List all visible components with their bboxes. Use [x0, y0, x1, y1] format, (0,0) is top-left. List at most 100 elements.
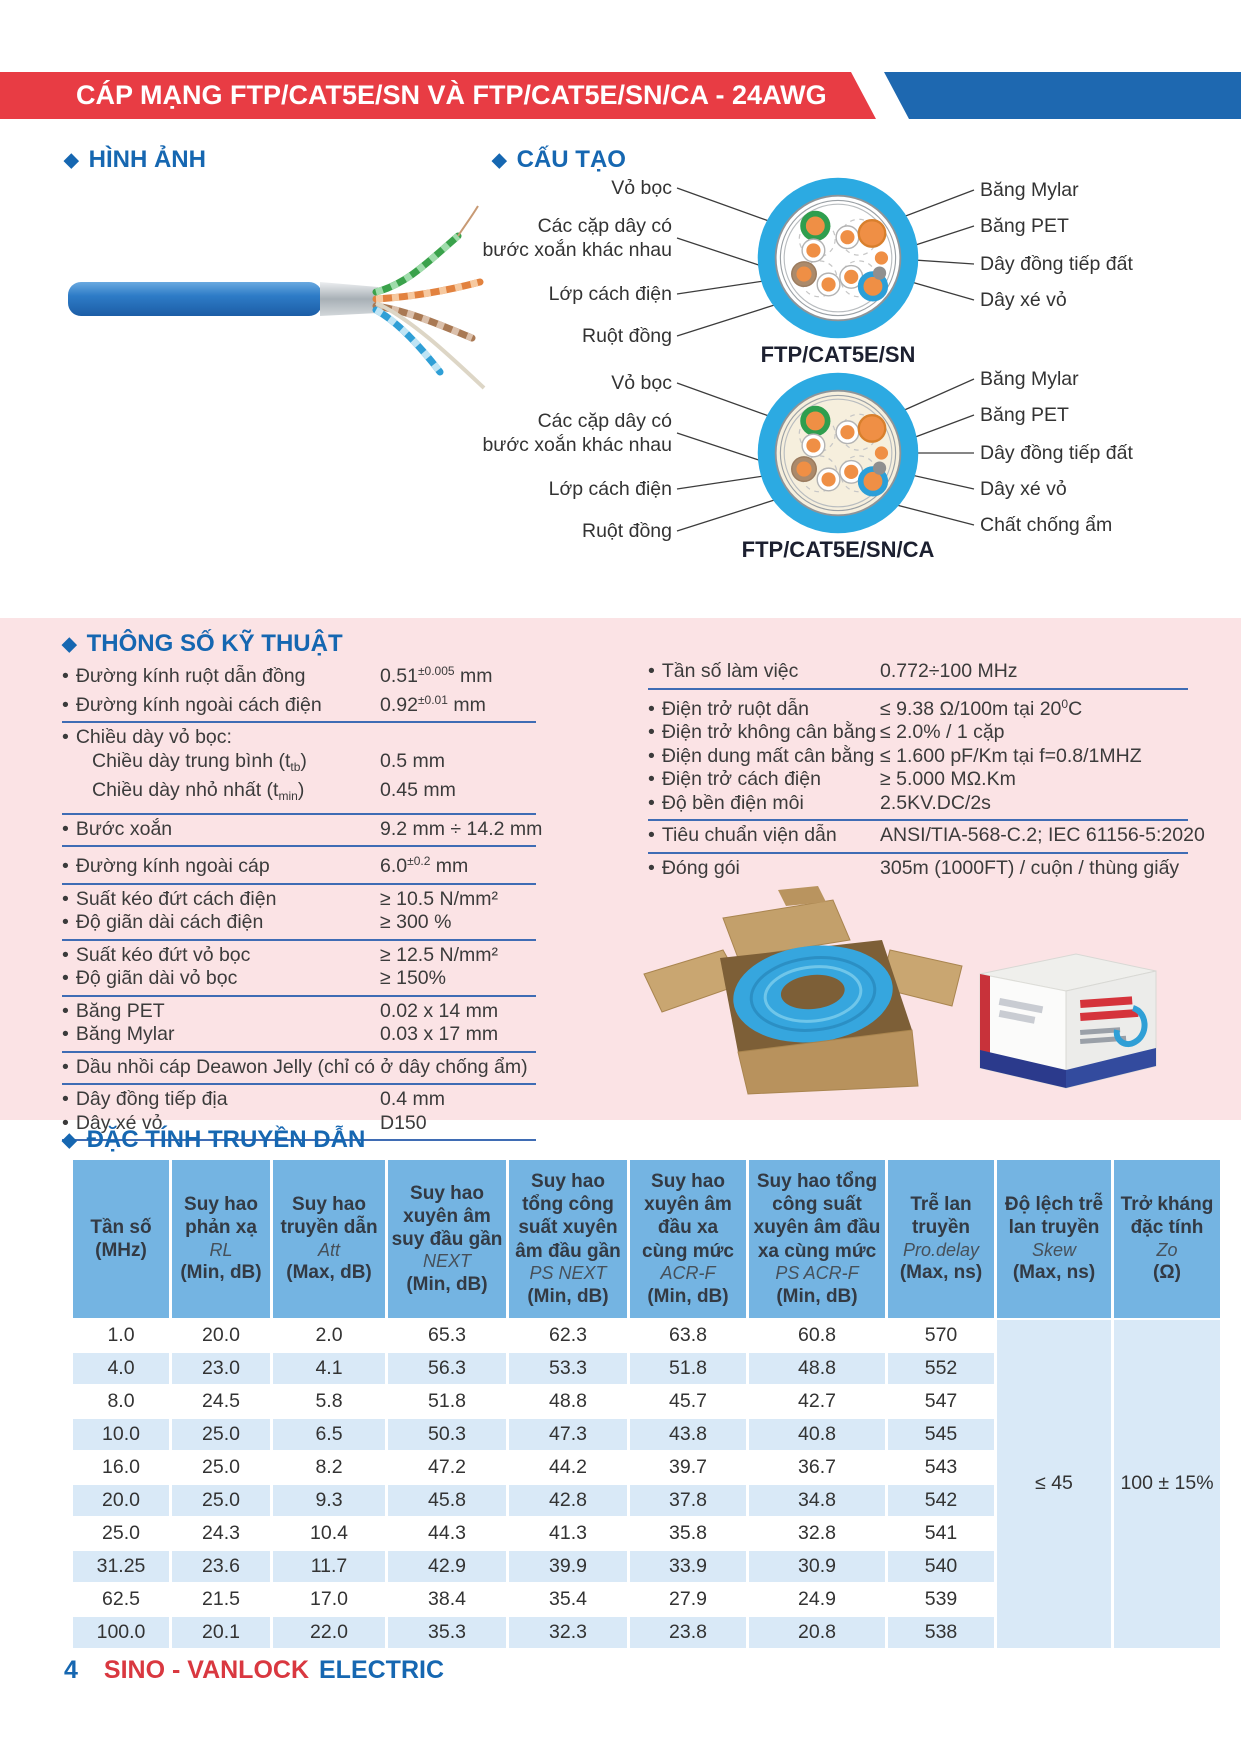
table-cell: 47.2: [388, 1451, 506, 1483]
spec-row: • Dầu nhồi cáp Deawon Jelly (chỉ có ở dây…: [62, 1055, 528, 1078]
packaging-photo: [643, 886, 1157, 1095]
table-cell: 5.8: [273, 1385, 385, 1417]
label-pairs: Các cặp dây có bước xoắn khác nhau: [482, 215, 672, 261]
table-cell: 10.0: [73, 1418, 169, 1450]
table-cell: 62.3: [509, 1319, 627, 1351]
diamond-icon: ◆: [62, 633, 77, 655]
label-ripcord: Dây xé vỏ: [980, 478, 1067, 500]
column-header: Trở kháng đặc tính Zo (Ω): [1114, 1160, 1220, 1318]
table-cell: 30.9: [749, 1550, 885, 1582]
divider: [62, 938, 536, 941]
table-cell: 35.3: [388, 1616, 506, 1648]
spec-row: • Băng Mylar 0.03 x 17 mm: [62, 1023, 499, 1045]
diagram-caption: FTP/CAT5E/SN/CA: [741, 537, 935, 562]
diamond-icon: ◆: [62, 1129, 77, 1151]
table-cell: 33.9: [630, 1550, 746, 1582]
table-cell: 17.0: [273, 1583, 385, 1615]
brand-name-red: SINO - VANLOCK: [103, 1656, 309, 1684]
table-cell: 32.3: [509, 1616, 627, 1648]
table-row: 10.0 25.0 6.5 50.3 47.3 43.8 40.8 545: [73, 1418, 1220, 1450]
spec-row: • Tiêu chuẩn viện dẫn ANSI/TIA-568-C.2; IE…: [648, 824, 1205, 846]
cable-photo: [68, 205, 486, 390]
table-cell: 24.3: [172, 1517, 270, 1549]
table-cell: 44.3: [388, 1517, 506, 1549]
spec-row: • Suất kéo đứt vỏ bọc ≥ 12.5 N/mm²: [62, 943, 498, 966]
table-cell: 38.4: [388, 1583, 506, 1615]
table-cell: 539: [888, 1583, 994, 1615]
table-cell: 541: [888, 1517, 994, 1549]
diamond-icon: ◆: [64, 149, 79, 171]
label-mylar: Băng Mylar: [980, 179, 1079, 201]
divider: [62, 812, 536, 815]
table-cell: 60.8: [749, 1319, 885, 1351]
table-cell: 25.0: [172, 1418, 270, 1450]
label-drain-wire: Dây đồng tiếp đất: [980, 253, 1133, 275]
table-cell: 8.0: [73, 1385, 169, 1417]
table-cell: 8.2: [273, 1451, 385, 1483]
table-cell: 570: [888, 1319, 994, 1351]
spec-row: Chiều dày nhỏ nhất (tmin) 0.45 mm: [92, 779, 456, 803]
table-cell: 43.8: [630, 1418, 746, 1450]
table-cell: 21.5: [172, 1583, 270, 1615]
table-cell: 2.0: [273, 1319, 385, 1351]
column-header: Suy hao xuyên âm đầu xa cùng mức ACR-F (Mi…: [630, 1160, 746, 1318]
cross-section-diagram-sn: Vỏ bọc Các cặp dây có bước xoắn khác nha…: [480, 170, 1220, 370]
spec-row: • Đường kính ngoài cách điện 0.92±0.01 mm: [62, 692, 486, 716]
table-cell: 545: [888, 1418, 994, 1450]
diamond-icon: ◆: [492, 149, 507, 171]
specs-left-column: • Đường kính ruột dẫn đồng 0.51±0.005 mm •…: [62, 660, 543, 1144]
table-cell: 25.0: [73, 1517, 169, 1549]
table-cell: 39.9: [509, 1550, 627, 1582]
divider: [62, 994, 536, 997]
table-cell: 39.7: [630, 1451, 746, 1483]
label-pairs: Các cặp dây có bước xoắn khác nhau: [482, 410, 672, 456]
table-cell: 25.0: [172, 1484, 270, 1516]
header-blue-band: [884, 72, 1241, 119]
label-jacket: Vỏ bọc: [611, 177, 672, 199]
column-header: Suy hao xuyên âm suy đầu gần NEXT (Min, dB…: [388, 1160, 506, 1318]
table-row: 31.25 23.6 11.7 42.9 39.9 33.9 30.9 540: [73, 1550, 1220, 1582]
spec-row: Chiều dày trung bình (ttb) 0.5 mm: [92, 749, 446, 774]
label-conductor: Ruột đồng: [582, 325, 672, 347]
table-cell: 16.0: [73, 1451, 169, 1483]
spec-row: • Đường kính ngoài cáp 6.0±0.2 mm: [62, 854, 469, 877]
table-cell: 540: [888, 1550, 994, 1582]
table-cell: 20.1: [172, 1616, 270, 1648]
cross-section-diagram-sn-ca: Vỏ bọc Các cặp dây có bước xoắn khác nha…: [480, 365, 1220, 565]
table-cell: 36.7: [749, 1451, 885, 1483]
table-row: 16.0 25.0 8.2 47.2 44.2 39.7 36.7 543: [73, 1451, 1220, 1483]
skew-merged-cell: ≤ 45: [997, 1319, 1111, 1648]
table-cell: 538: [888, 1616, 994, 1648]
table-row: 8.0 24.5 5.8 51.8 48.8 45.7 42.7 547: [73, 1385, 1220, 1417]
table-cell: 41.3: [509, 1517, 627, 1549]
table-cell: 48.8: [509, 1385, 627, 1417]
table-cell: 42.7: [749, 1385, 885, 1417]
spec-row: • Tần số làm việc 0.772÷100 MHz: [648, 660, 1018, 682]
section-title-specs: ◆ THÔNG SỐ KỸ THUẬT: [62, 630, 343, 657]
table-cell: 24.9: [749, 1583, 885, 1615]
column-header: Trễ lan truyền Pro.delay (Max, ns): [888, 1160, 994, 1318]
carton-box-photo: [643, 886, 963, 1095]
header-red-band: CÁP MẠNG FTP/CAT5E/SN VÀ FTP/CAT5E/SN/CA…: [0, 72, 876, 119]
product-box-photo: [979, 953, 1157, 1089]
column-header: Suy hao tổng công suất xuyên âm đầu xa c…: [749, 1160, 885, 1318]
table-cell: 47.3: [509, 1418, 627, 1450]
divider: [62, 1083, 536, 1085]
table-cell: 42.8: [509, 1484, 627, 1516]
table-cell: 35.8: [630, 1517, 746, 1549]
transmission-table: Tần số (MHz) Suy hao phản xạ RL (Min, dB) Suy…: [70, 1158, 1223, 1650]
table-cell: 63.8: [630, 1319, 746, 1351]
divider: [648, 819, 1188, 821]
spec-row: • Băng PET 0.02 x 14 mm: [62, 999, 499, 1022]
divider: [62, 882, 536, 885]
table-cell: 4.1: [273, 1352, 385, 1384]
spec-row: • Điện trở cách điện ≥ 5.000 MΩ.Km: [648, 768, 1016, 790]
spec-row: • Bước xoắn 9.2 mm ÷ 14.2 mm: [62, 817, 543, 840]
table-cell: 547: [888, 1385, 994, 1417]
table-cell: 25.0: [172, 1451, 270, 1483]
table-cell: 9.3: [273, 1484, 385, 1516]
table-cell: 51.8: [630, 1352, 746, 1384]
impedance-merged-cell: 100 ± 15%: [1114, 1319, 1220, 1648]
spec-row: • Dây xé vỏ D150: [62, 1111, 427, 1134]
